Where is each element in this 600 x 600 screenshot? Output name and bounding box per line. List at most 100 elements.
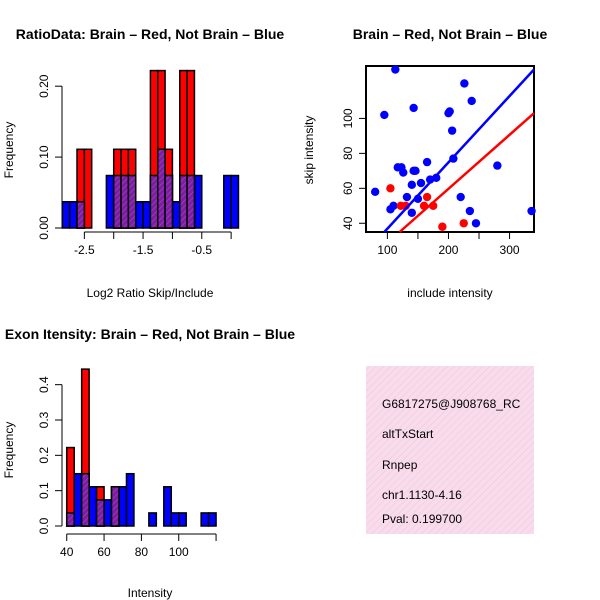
x-tick-label: 40 <box>60 545 74 559</box>
location: chr1.1130-4.16 <box>382 488 462 502</box>
bar-notbrain <box>134 201 144 229</box>
y-tick-label: 0.1 <box>37 482 51 499</box>
plot-frame <box>365 65 535 233</box>
point-notbrain <box>465 206 475 216</box>
x-tick-label: 60 <box>97 545 111 559</box>
probe-id: G6817275@J908768_RC <box>382 397 521 411</box>
info-panel: G6817275@J908768_RC altTxStart Rnpep chr… <box>366 366 534 534</box>
point-notbrain <box>399 168 408 177</box>
point-notbrain <box>416 178 426 188</box>
point-notbrain <box>460 79 469 88</box>
point-notbrain <box>445 107 454 116</box>
point-notbrain <box>447 126 457 135</box>
x-tick-label: -2.5 <box>74 243 95 257</box>
bar-notbrain <box>148 512 158 527</box>
x-tick-label: 100 <box>377 243 397 257</box>
bar-notbrain <box>68 201 78 229</box>
point-notbrain <box>389 201 398 210</box>
bar-notbrain <box>193 174 203 229</box>
point-notbrain <box>411 166 420 176</box>
fit-line-notbrain <box>383 68 535 233</box>
bar-notbrain <box>171 201 181 229</box>
y-tick-label: 0.00 <box>37 216 51 240</box>
point-notbrain <box>467 96 476 106</box>
x-tick-label: 300 <box>500 243 520 257</box>
bar-notbrain <box>103 499 113 527</box>
bar-notbrain <box>61 201 71 229</box>
bar-notbrain <box>170 512 180 527</box>
bar-notbrain <box>207 512 217 527</box>
y-axis-label: Frequency <box>2 122 16 179</box>
y-tick-label: 0.4 <box>37 376 51 393</box>
bar-notbrain <box>163 486 173 527</box>
y-axis-label: Frequency <box>2 422 16 479</box>
y-tick-label: 0.20 <box>37 74 51 98</box>
x-axis-label: include intensity <box>407 286 492 300</box>
y-tick-label: 0.0 <box>37 517 51 534</box>
chart-title: RatioData: Brain – Red, Not Brain – Blue <box>16 26 285 42</box>
point-notbrain <box>456 192 465 202</box>
info-background <box>366 366 534 534</box>
y-axis-label: skip intensity <box>302 116 316 185</box>
bar-brain <box>83 148 93 229</box>
point-notbrain <box>432 173 441 183</box>
bar-notbrain <box>73 472 83 527</box>
point-notbrain <box>527 206 536 216</box>
x-axis-label: Log2 Ratio Skip/Include <box>87 286 214 300</box>
bar-notbrain <box>88 486 98 527</box>
bar-overlap <box>156 148 166 229</box>
y-tick-label: 60 <box>341 181 355 195</box>
bar-overlap <box>127 174 137 229</box>
point-notbrain <box>493 161 502 170</box>
bar-notbrain <box>223 174 232 229</box>
point-brain <box>438 222 447 231</box>
point-notbrain <box>380 110 389 120</box>
gene-name: Rnpep <box>382 458 418 472</box>
point-notbrain <box>422 157 432 167</box>
bar-notbrain <box>118 486 128 527</box>
event-type: altTxStart <box>382 427 434 441</box>
point-notbrain <box>407 208 417 217</box>
point-notbrain <box>409 103 418 113</box>
exon-intensity-histogram: Exon Itensity: Brain – Red, Not Brain – … <box>2 326 295 600</box>
x-tick-label: -0.5 <box>191 243 212 257</box>
x-tick-label: 100 <box>169 545 189 559</box>
point-notbrain <box>407 180 417 190</box>
y-tick-label: 0.2 <box>37 447 51 464</box>
p-value: Pval: 0.199700 <box>382 512 462 526</box>
bar-overlap <box>179 174 188 229</box>
point-brain <box>459 219 468 228</box>
y-tick-label: 0.10 <box>37 145 51 169</box>
bar-notbrain <box>200 512 210 527</box>
x-tick-label: -1.5 <box>133 243 154 257</box>
point-notbrain <box>402 192 412 202</box>
x-tick-label: 80 <box>135 545 149 559</box>
bar-overlap <box>164 174 174 229</box>
chart-title: Exon Itensity: Brain – Red, Not Brain – … <box>5 326 295 342</box>
bar-notbrain <box>142 201 152 229</box>
bar-overlap <box>112 174 122 229</box>
bar-overlap <box>95 499 105 527</box>
point-brain <box>422 192 432 202</box>
point-brain <box>386 184 395 193</box>
bar-notbrain <box>177 512 187 527</box>
bar-overlap <box>110 486 120 527</box>
bar-notbrain <box>105 174 115 229</box>
bar-overlap <box>120 174 130 229</box>
bar-overlap <box>76 201 86 229</box>
chart-title: Brain – Red, Not Brain – Blue <box>353 26 548 42</box>
point-notbrain <box>471 219 481 228</box>
fit-line-brain <box>398 112 535 233</box>
x-tick-label: 200 <box>438 243 458 257</box>
bar-overlap <box>65 512 75 527</box>
info-clip <box>534 366 600 534</box>
y-tick-label: 80 <box>341 146 355 160</box>
bar-notbrain <box>125 472 135 527</box>
y-tick-label: 0.3 <box>37 411 51 428</box>
x-axis-label: Intensity <box>128 586 173 600</box>
bar-overlap <box>186 174 196 229</box>
y-tick-label: 100 <box>341 108 355 128</box>
point-notbrain <box>370 187 380 197</box>
ratio-histogram: RatioData: Brain – Red, Not Brain – Blue… <box>2 26 284 300</box>
